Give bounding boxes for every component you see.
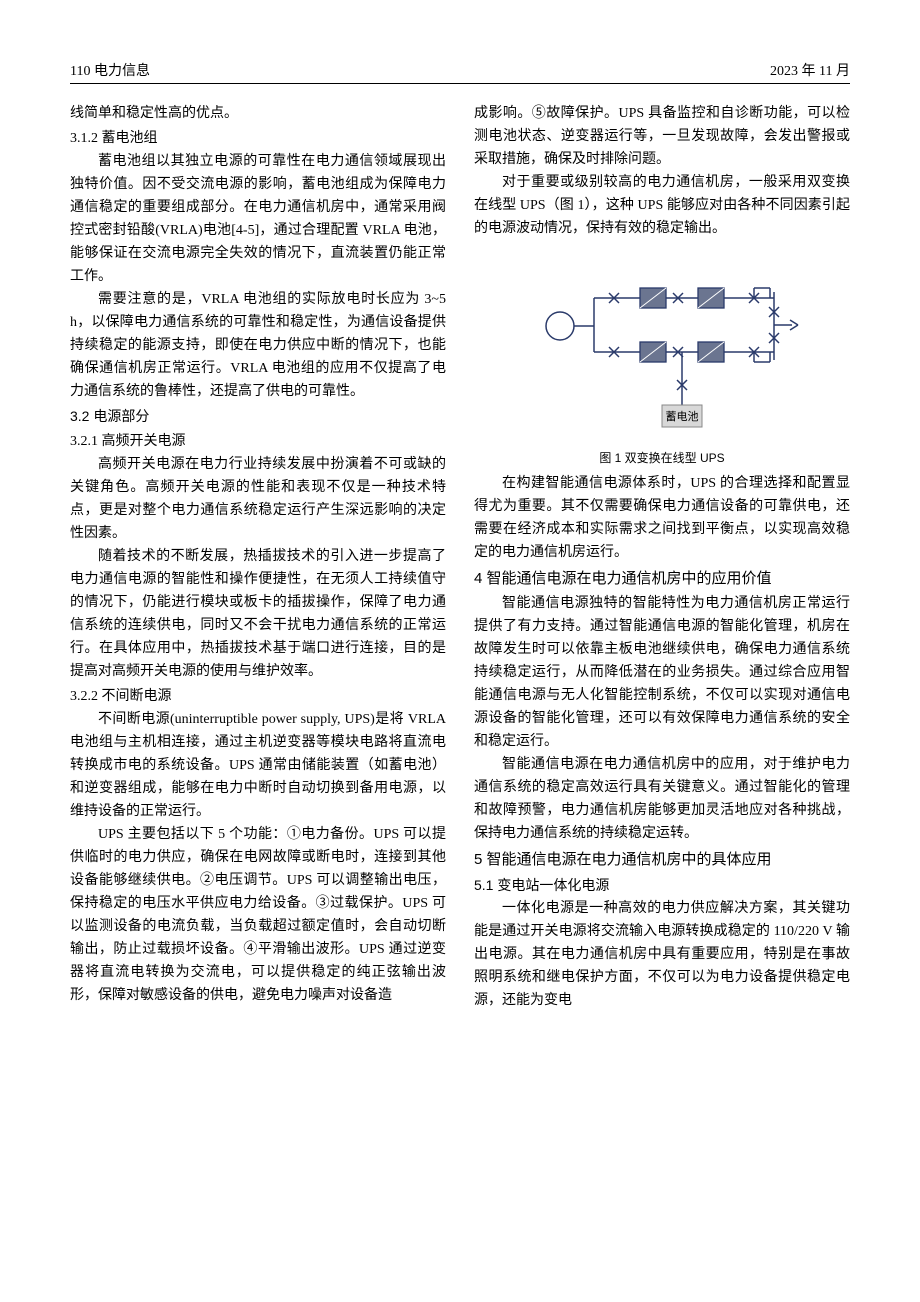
figure-1: 蓄电池 图 1 双变换在线型 UPS [474, 250, 850, 466]
two-column-layout: 线简单和稳定性高的优点。 3.1.2 蓄电池组 蓄电池组以其独立电源的可靠性在电… [70, 102, 850, 1012]
paragraph: UPS 主要包括以下 5 个功能：①电力备份。UPS 可以提供临时的电力供应，确… [70, 823, 446, 1007]
paragraph: 随着技术的不断发展，热插拔技术的引入进一步提高了电力通信电源的智能性和操作便捷性… [70, 545, 446, 683]
paragraph: 智能通信电源独特的智能特性为电力通信机房正常运行提供了有力支持。通过智能通信电源… [474, 592, 850, 753]
left-column: 线简单和稳定性高的优点。 3.1.2 蓄电池组 蓄电池组以其独立电源的可靠性在电… [70, 102, 446, 1012]
heading-3-1-2: 3.1.2 蓄电池组 [70, 127, 446, 150]
paragraph: 高频开关电源在电力行业持续发展中扮演着不可或缺的关键角色。高频开关电源的性能和表… [70, 453, 446, 545]
paragraph: 需要注意的是，VRLA 电池组的实际放电时长应为 3~5 h，以保障电力通信系统… [70, 288, 446, 403]
paragraph: 一体化电源是一种高效的电力供应解决方案，其关键功能是通过开关电源将交流输入电源转… [474, 897, 850, 1012]
paragraph: 在构建智能通信电源体系时，UPS 的合理选择和配置显得尤为重要。其不仅需要确保电… [474, 472, 850, 564]
figure-1-caption: 图 1 双变换在线型 UPS [474, 449, 850, 466]
header-page-section: 110 电力信息 [70, 60, 150, 80]
paragraph-continuation: 线简单和稳定性高的优点。 [70, 102, 446, 125]
heading-3-2-1: 3.2.1 高频开关电源 [70, 430, 446, 453]
svg-text:蓄电池: 蓄电池 [666, 410, 699, 423]
paragraph: 智能通信电源在电力通信机房中的应用，对于维护电力通信系统的稳定高效运行具有关键意… [474, 753, 850, 845]
heading-5: 5 智能通信电源在电力通信机房中的具体应用 [474, 848, 850, 872]
heading-3-2: 3.2 电源部分 [70, 405, 446, 428]
header-date: 2023 年 11 月 [770, 60, 850, 80]
page-header: 110 电力信息 2023 年 11 月 [70, 60, 850, 84]
paragraph: 对于重要或级别较高的电力通信机房，一般采用双变换在线型 UPS（图 1），这种 … [474, 171, 850, 240]
heading-5-1: 5.1 变电站一体化电源 [474, 874, 850, 897]
ups-diagram-svg: 蓄电池 [522, 250, 802, 440]
heading-3-2-2: 3.2.2 不间断电源 [70, 685, 446, 708]
paragraph: 不间断电源(uninterruptible power supply, UPS)… [70, 708, 446, 823]
paragraph-continuation: 成影响。⑤故障保护。UPS 具备监控和自诊断功能，可以检测电池状态、逆变器运行等… [474, 102, 850, 171]
heading-4: 4 智能通信电源在电力通信机房中的应用价值 [474, 567, 850, 591]
paragraph: 蓄电池组以其独立电源的可靠性在电力通信领域展现出独特价值。因不受交流电源的影响，… [70, 150, 446, 288]
right-column: 成影响。⑤故障保护。UPS 具备监控和自诊断功能，可以检测电池状态、逆变器运行等… [474, 102, 850, 1012]
